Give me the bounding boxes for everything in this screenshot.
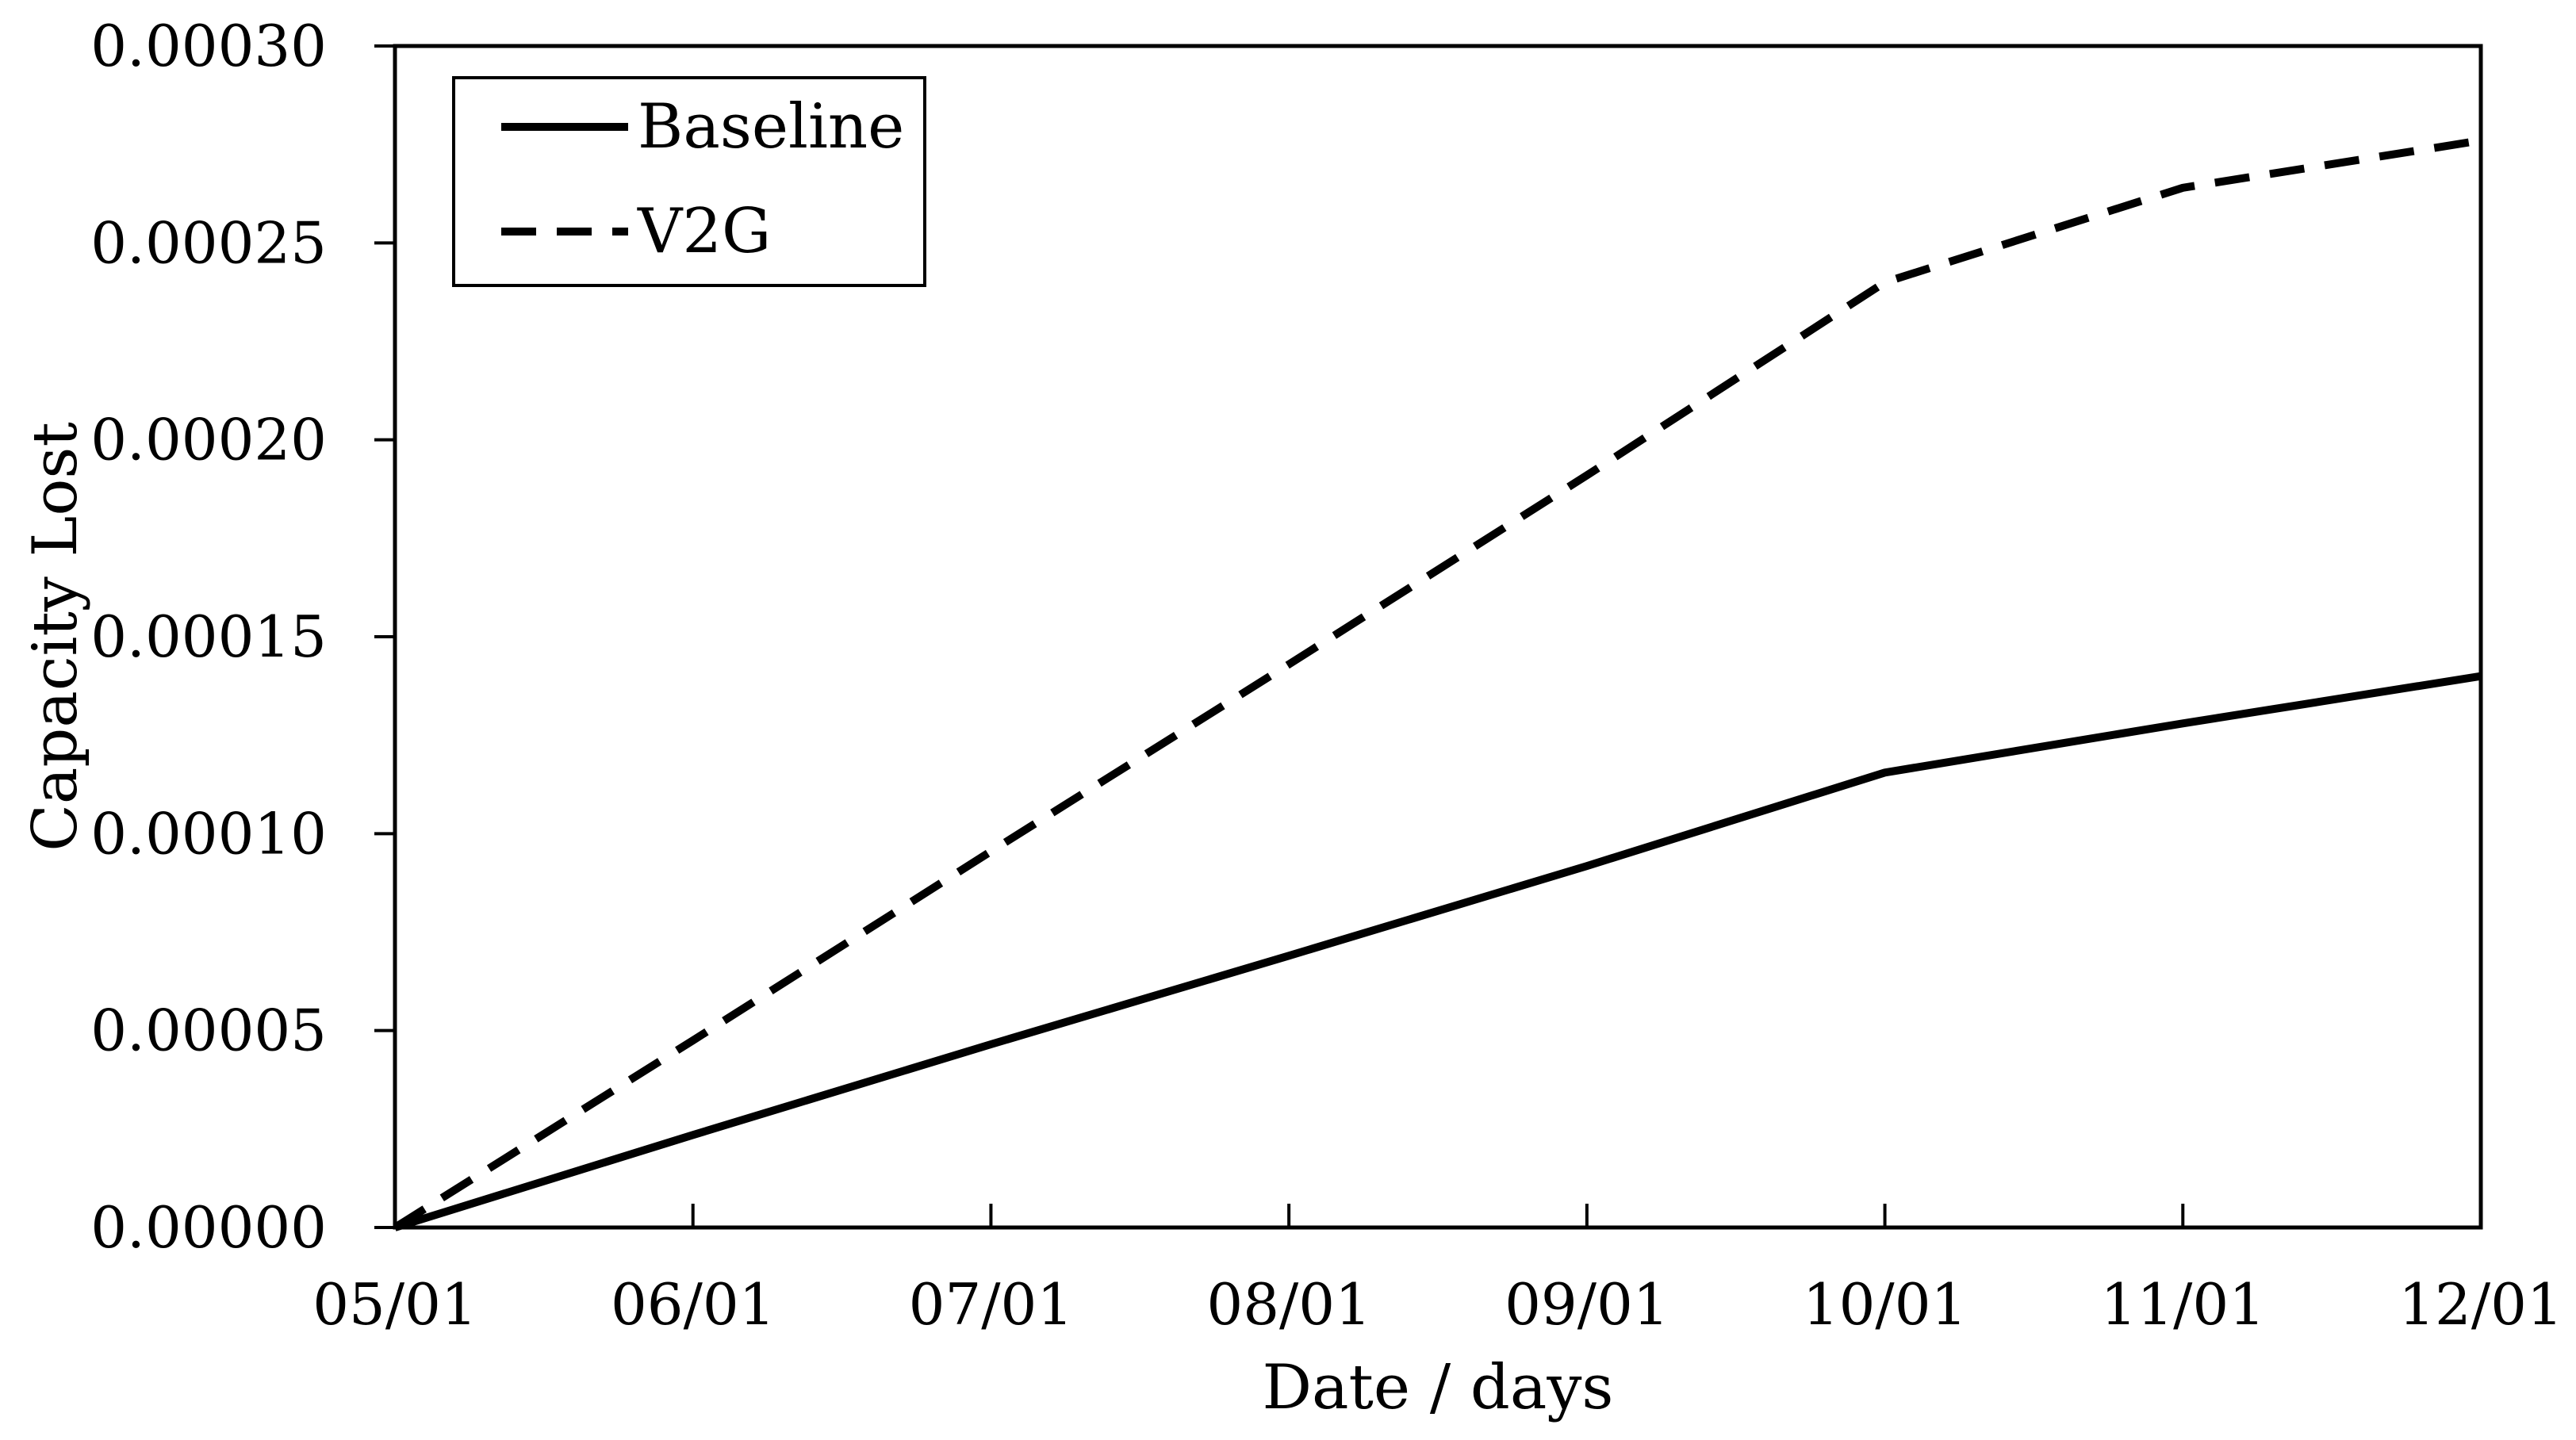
x-tick-label: 07/01 [909, 1271, 1074, 1338]
legend-label-v2g: V2G [637, 196, 771, 267]
x-tick-label: 10/01 [1803, 1271, 1968, 1338]
y-tick-label: 0.00030 [90, 13, 327, 79]
series-layer [393, 136, 2482, 1231]
x-tick-label: 08/01 [1206, 1271, 1371, 1338]
y-axis-title: Capacity Lost [20, 422, 91, 852]
x-tick-label: 12/01 [2398, 1271, 2563, 1338]
legend: Baseline V2G [452, 76, 926, 287]
series-line-baseline [393, 672, 2482, 1231]
y-tick-label: 0.00025 [90, 209, 327, 276]
plot-area-frame [393, 44, 2483, 1230]
series-line-v2g [393, 136, 2482, 1231]
x-tick-label: 06/01 [611, 1271, 776, 1338]
legend-label-baseline: Baseline [638, 91, 904, 163]
y-axis-ticks: 0.00000 0.00005 0.00010 0.00015 0.00020 0.000… [90, 13, 395, 1261]
y-tick-label: 0.00020 [90, 407, 327, 473]
y-tick-label: 0.00005 [90, 998, 327, 1064]
y-tick-label: 0.00010 [90, 800, 327, 867]
y-tick-label: 0.00000 [90, 1194, 327, 1261]
y-tick-label: 0.00015 [90, 603, 327, 670]
x-axis-title: Date / days [1263, 1352, 1614, 1423]
x-tick-label: 05/01 [312, 1271, 477, 1338]
x-tick-label: 11/01 [2101, 1271, 2266, 1338]
x-tick-label: 09/01 [1505, 1271, 1669, 1338]
legend-box [452, 76, 926, 287]
x-axis-ticks: 05/01 06/01 07/01 08/01 09/01 10/01 11/01 12/01 [312, 1204, 2563, 1338]
